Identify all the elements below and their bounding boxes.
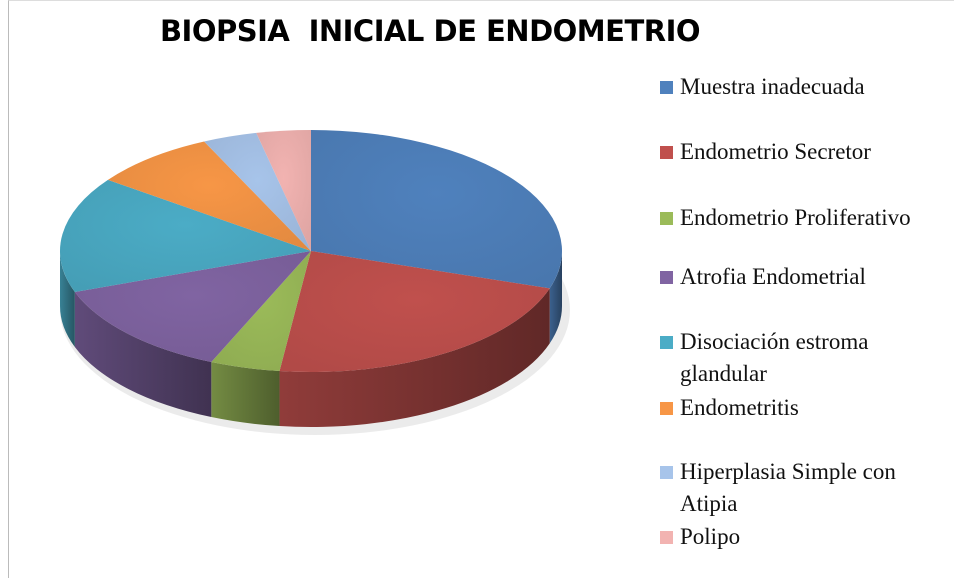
legend-swatch xyxy=(660,212,673,225)
slice xyxy=(107,141,311,251)
legend-swatch xyxy=(660,271,673,284)
slice-side xyxy=(549,251,562,344)
slice xyxy=(211,251,311,372)
slice-side xyxy=(60,251,75,347)
legend-swatch xyxy=(660,336,673,349)
slice-side xyxy=(211,362,280,427)
legend-label: Hiperplasia Simple con Atipia xyxy=(680,459,896,516)
slice xyxy=(74,251,311,363)
legend-label: Atrofia Endometrial xyxy=(680,264,866,289)
slice xyxy=(60,179,311,292)
legend-item: Endometrio Proliferativo xyxy=(660,202,940,234)
chart-frame xyxy=(8,0,954,578)
slice xyxy=(204,132,311,251)
legend-label: Endometrio Proliferativo xyxy=(680,205,911,230)
legend-item: Endometrio Secretor xyxy=(660,136,940,168)
pie xyxy=(60,130,570,435)
legend-item: Disociación estroma glandular xyxy=(660,326,940,390)
legend-swatch xyxy=(660,402,673,415)
chart-title: BIOPSIA INICIAL DE ENDOMETRIO xyxy=(159,14,701,48)
legend-swatch xyxy=(660,81,673,94)
legend-item: Polipo xyxy=(660,521,940,553)
legend-label: Disociación estroma glandular xyxy=(680,329,869,386)
legend: Muestra inadecuada Endometrio Secretor End… xyxy=(660,0,955,579)
slice xyxy=(311,130,563,289)
slice-side xyxy=(279,288,550,427)
legend-label: Endometritis xyxy=(680,395,799,420)
legend-label: Endometrio Secretor xyxy=(680,139,871,164)
slice xyxy=(256,130,311,251)
legend-item: Hiperplasia Simple con Atipia xyxy=(660,456,940,520)
legend-label: Muestra inadecuada xyxy=(680,74,865,99)
legend-swatch xyxy=(660,466,673,479)
legend-swatch xyxy=(660,531,673,544)
legend-item: Muestra inadecuada xyxy=(660,71,940,103)
slice-side xyxy=(74,291,212,418)
legend-label: Polipo xyxy=(680,524,741,549)
legend-item: Atrofia Endometrial xyxy=(660,261,940,293)
legend-swatch xyxy=(660,146,673,159)
legend-item: Endometritis xyxy=(660,392,940,424)
slice xyxy=(279,251,550,372)
